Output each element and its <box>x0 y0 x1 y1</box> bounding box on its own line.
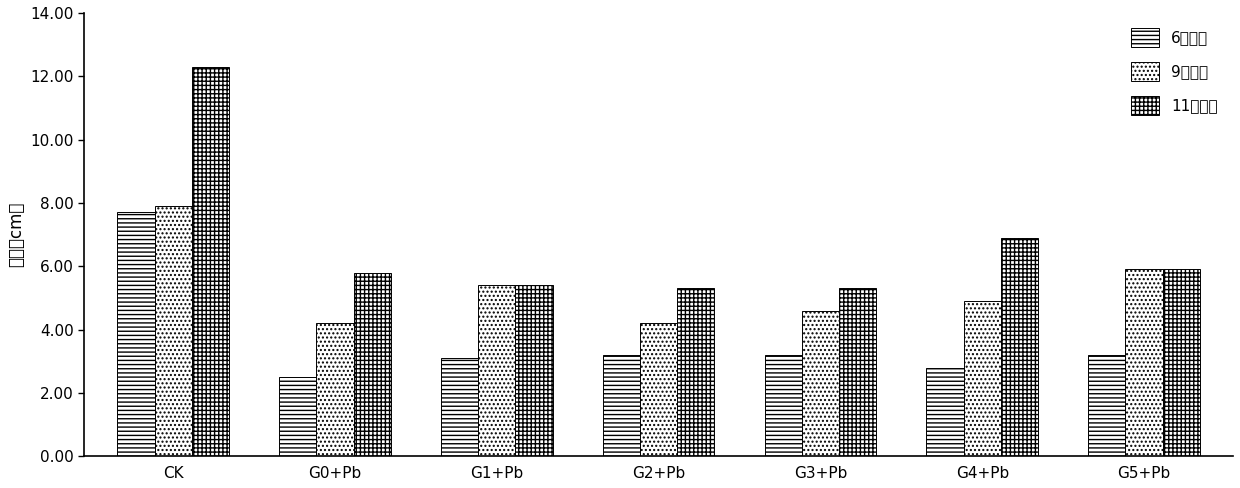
Bar <box>1001 238 1038 456</box>
Legend: 6天茎长, 9天茎长, 11天茎长: 6天茎长, 9天茎长, 11天茎长 <box>1123 20 1225 122</box>
Bar <box>353 273 391 456</box>
Bar <box>1163 269 1200 456</box>
Bar <box>279 377 316 456</box>
Bar <box>839 288 877 456</box>
Bar <box>516 285 553 456</box>
Bar <box>118 212 155 456</box>
Bar <box>963 301 1001 456</box>
Bar <box>677 288 714 456</box>
Bar <box>765 355 802 456</box>
Bar <box>1126 269 1163 456</box>
Bar <box>479 285 516 456</box>
Bar <box>603 355 640 456</box>
Bar <box>926 367 963 456</box>
Bar <box>441 358 479 456</box>
Bar <box>155 206 192 456</box>
Y-axis label: 长度（cm）: 长度（cm） <box>7 202 25 267</box>
Bar <box>802 311 839 456</box>
Bar <box>1089 355 1126 456</box>
Bar <box>316 324 353 456</box>
Bar <box>192 67 229 456</box>
Bar <box>640 324 677 456</box>
